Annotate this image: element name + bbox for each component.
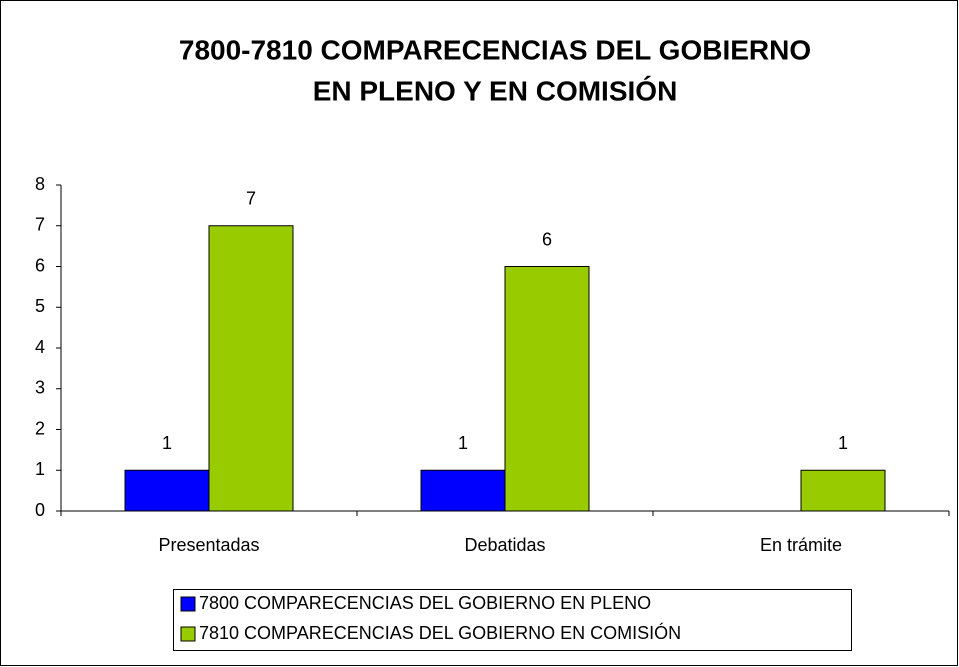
bar — [124, 469, 210, 512]
y-tick-label: 6 — [35, 255, 45, 275]
data-label: 1 — [458, 433, 468, 453]
legend-box — [173, 589, 852, 651]
y-tick-label: 5 — [35, 296, 45, 316]
legend-swatch — [180, 596, 196, 612]
bar — [420, 469, 506, 512]
bar — [208, 225, 294, 512]
data-label: 1 — [162, 433, 172, 453]
data-label: 7 — [246, 189, 256, 209]
y-tick-label: 7 — [35, 215, 45, 235]
y-tick-label: 8 — [35, 174, 45, 194]
data-label: 1 — [838, 433, 848, 453]
data-label: 6 — [542, 229, 552, 249]
legend-label: 7800 COMPARECENCIAS DEL GOBIERNO EN PLEN… — [199, 593, 651, 613]
y-tick-label: 1 — [35, 459, 45, 479]
x-tick-label: Debatidas — [464, 535, 545, 555]
legend-label: 7810 COMPARECENCIAS DEL GOBIERNO EN COMI… — [199, 622, 681, 643]
y-tick-label: 2 — [35, 418, 45, 438]
x-tick-label: Presentadas — [158, 535, 259, 555]
legend-swatch — [180, 626, 196, 642]
y-tick-label: 0 — [35, 500, 45, 520]
bar — [800, 469, 886, 512]
y-tick-label: 3 — [35, 378, 45, 398]
chart-title: EN PLENO Y EN COMISIÓN — [313, 75, 678, 106]
bar — [504, 266, 590, 512]
chart-title: 7800-7810 COMPARECENCIAS DEL GOBIERNO — [179, 34, 811, 65]
x-tick-label: En trámite — [760, 535, 842, 555]
y-tick-label: 4 — [35, 337, 45, 357]
